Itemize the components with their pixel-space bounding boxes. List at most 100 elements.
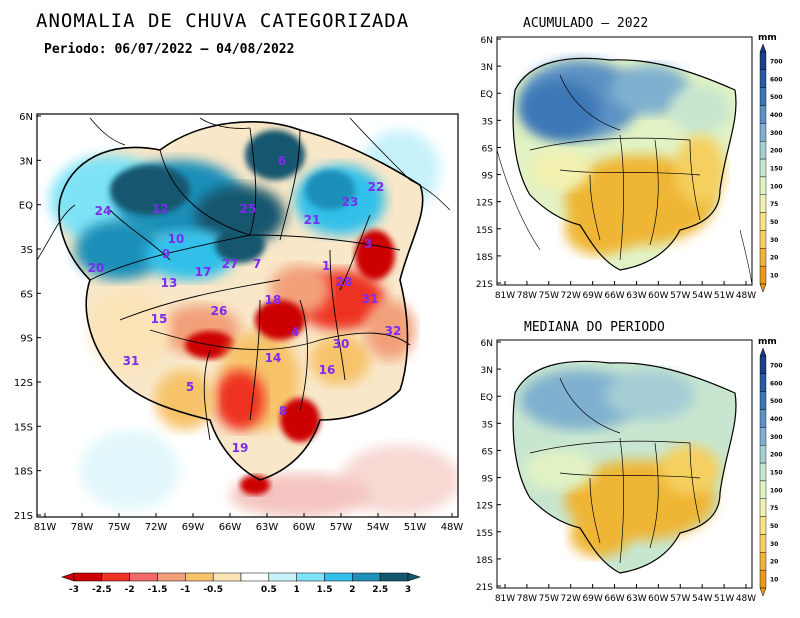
mm-unit-label: mm	[758, 33, 777, 43]
colorbar-label: 3	[405, 585, 411, 595]
mm-colorbar-end-top	[759, 347, 767, 357]
mm-colorbar-segment	[759, 534, 767, 553]
mm-colorbar-segment	[759, 569, 767, 589]
mm-colorbar-segment	[759, 480, 767, 499]
mm-unit-label: mm	[758, 337, 777, 347]
main-lon-label: 69W	[182, 522, 205, 533]
main-lat-label: 6N	[19, 112, 33, 123]
median-field	[497, 340, 752, 588]
main-lon-label: 54W	[367, 522, 390, 533]
main-lat-label: EQ	[19, 201, 33, 212]
median-lon-label: 51W	[714, 594, 734, 604]
mm-colorbar-label: 20	[770, 559, 778, 566]
median-lon-label: 66W	[604, 594, 624, 604]
main-lat-label: 15S	[14, 422, 33, 433]
colorbar-end-left	[61, 572, 75, 582]
basin-number-label: 12	[152, 202, 169, 216]
main-lon-label: 78W	[71, 522, 94, 533]
colorbar-label: 0.5	[261, 585, 277, 595]
mm-colorbar-segment	[759, 373, 767, 392]
main-lat-label: 3N	[19, 156, 33, 167]
median-lat-label: 12S	[476, 502, 493, 512]
accum-lat-label: 3N	[481, 63, 493, 73]
main-lon-label: 81W	[34, 522, 57, 533]
accum-lat-label: EQ	[480, 90, 493, 100]
median-lon-label: 48W	[736, 594, 756, 604]
colorbar-label: -1.5	[148, 585, 168, 595]
basin-number-label: 18	[265, 293, 282, 307]
mm-colorbar-label: 500	[770, 398, 783, 405]
basin-number-label: 19	[232, 441, 249, 455]
basin-number-label: 17	[195, 265, 212, 279]
main-lon-label: 72W	[145, 522, 168, 533]
basin-number-label: 23	[342, 195, 359, 209]
mm-colorbar-label: 20	[770, 255, 778, 262]
mm-colorbar-label: 100	[770, 487, 783, 494]
accum-lon-label: 48W	[736, 291, 756, 301]
main-lon-label: 63W	[256, 522, 279, 533]
main-lat-label: 3S	[20, 245, 33, 256]
mm-colorbar-label: 700	[770, 58, 783, 65]
accum-lon-label: 60W	[648, 291, 668, 301]
mm-colorbar-label: 700	[770, 362, 783, 369]
main-lat-label: 18S	[14, 467, 33, 478]
accum-lon-label: 66W	[604, 291, 624, 301]
mm-colorbar-end-bottom	[759, 283, 767, 293]
basin-number-label: 27	[222, 257, 239, 271]
anomaly-colorbar: -3 -2.5 -2 -1.5 -1 -0.5 0.5 1 1.5 2 2.5 3	[61, 572, 421, 595]
colorbar-segment	[157, 572, 186, 582]
accum-lat-label: 3S	[482, 117, 494, 127]
basin-number-label: 8	[279, 404, 287, 418]
mm-colorbar-label: 200	[770, 148, 783, 155]
mm-colorbar-label: 150	[770, 166, 783, 173]
colorbar-segment	[296, 572, 325, 582]
basin-number-label: 24	[95, 204, 112, 218]
mm-colorbar-segment	[759, 409, 767, 428]
median-lat-label: EQ	[480, 393, 493, 403]
basin-number-label: 5	[186, 380, 194, 394]
mm-colorbar-label: 300	[770, 130, 783, 137]
median-lat-label: 3N	[481, 366, 493, 376]
basin-number-label: 7	[253, 257, 261, 271]
basin-number-label: 16	[319, 363, 336, 377]
mm-colorbar-label: 300	[770, 434, 783, 441]
colorbar-label: 1.5	[317, 585, 333, 595]
main-lat-label: 9S	[20, 334, 33, 345]
median-lat-label: 21S	[476, 583, 493, 593]
mm-colorbars: mm 700 600 500 400 300 200 150 100 75 50 30 20 10 mm 70…	[758, 33, 783, 597]
mm-colorbar-segment	[759, 355, 767, 375]
basin-number-label: 30	[333, 337, 350, 351]
basin-number-label: 1	[322, 259, 330, 273]
mm-colorbar-segment	[759, 105, 767, 124]
mm-colorbar-label: 30	[770, 237, 778, 244]
basin-number-label: 21	[304, 213, 321, 227]
main-map-title: ANOMALIA DE CHUVA CATEGORIZADA	[36, 10, 410, 32]
basin-number-label: 9	[162, 247, 170, 261]
mm-colorbar-label: 150	[770, 470, 783, 477]
main-lon-label: 51W	[404, 522, 427, 533]
colorbar-label: 2	[349, 585, 355, 595]
median-lat-label: 6N	[481, 339, 493, 349]
colorbar-segment	[212, 572, 242, 582]
basin-number-label: 22	[368, 180, 385, 194]
basin-number-label: 25	[240, 202, 257, 216]
median-lat-label: 3S	[482, 420, 494, 430]
mm-colorbar-segment	[759, 516, 767, 535]
basin-number-label: 4	[291, 325, 299, 339]
median-lon-label: 72W	[561, 594, 581, 604]
basin-number-label: 31	[123, 354, 140, 368]
mm-colorbar-segment	[759, 462, 767, 482]
median-lon-label: 54W	[692, 594, 712, 604]
main-lat-label: 12S	[14, 378, 33, 389]
basin-number-label: 14	[265, 351, 282, 365]
accum-lat-label: 6S	[482, 144, 494, 154]
basin-number-label: 28	[336, 275, 353, 289]
accum-lon-label: 69W	[582, 291, 602, 301]
accum-lat-label: 12S	[476, 199, 493, 209]
main-lat-label: 21S	[14, 511, 33, 522]
mm-colorbar-segment	[759, 498, 767, 517]
median-map-title: MEDIANA DO PERIODO	[524, 320, 665, 335]
colorbar-label: -3	[69, 585, 79, 595]
